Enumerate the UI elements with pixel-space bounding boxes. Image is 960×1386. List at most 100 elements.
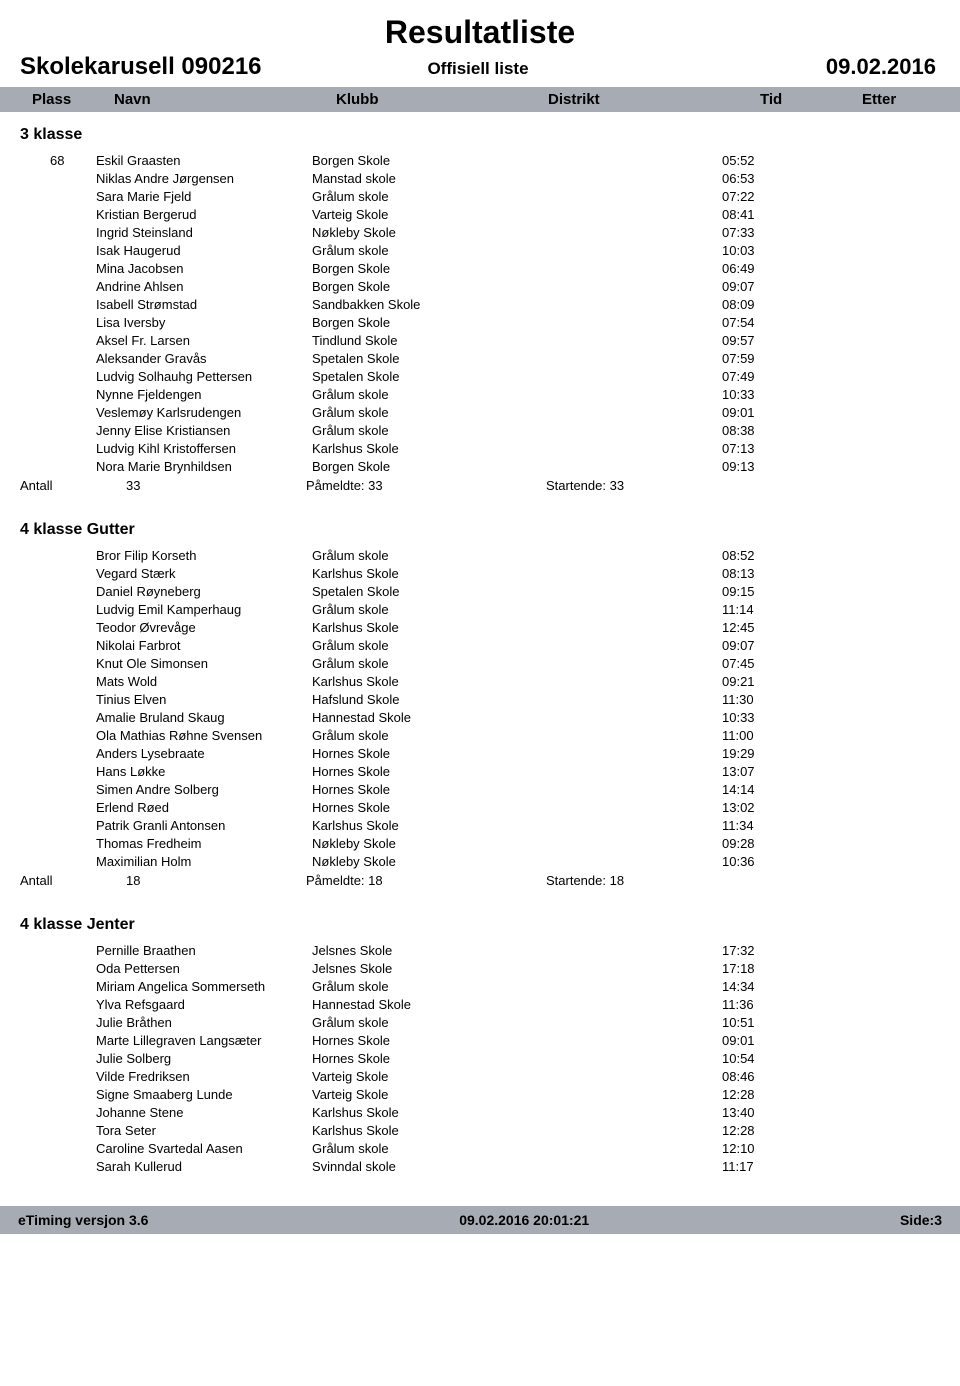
result-row: Simen Andre SolbergHornes Skole14:14 xyxy=(18,781,942,799)
cell-klubb: Hafslund Skole xyxy=(312,691,522,709)
cell-navn: Oda Pettersen xyxy=(96,960,312,978)
cell-distrikt xyxy=(522,942,722,960)
cell-klubb: Sandbakken Skole xyxy=(312,296,522,314)
group-title: 4 klasse Gutter xyxy=(20,521,942,539)
cell-distrikt xyxy=(522,296,722,314)
result-row: Ludvig Solhauhg PettersenSpetalen Skole0… xyxy=(18,368,942,386)
cell-distrikt xyxy=(522,278,722,296)
cell-klubb: Spetalen Skole xyxy=(312,583,522,601)
cell-klubb: Borgen Skole xyxy=(312,152,522,170)
cell-navn: Signe Smaaberg Lunde xyxy=(96,1086,312,1104)
result-row: Aleksander GravåsSpetalen Skole07:59 xyxy=(18,350,942,368)
totals-label: Antall xyxy=(20,478,100,493)
cell-distrikt xyxy=(522,817,722,835)
cell-tid: 12:45 xyxy=(722,619,802,637)
cell-plass xyxy=(50,1050,96,1068)
result-row: Lisa IversbyBorgen Skole07:54 xyxy=(18,314,942,332)
cell-tid: 08:09 xyxy=(722,296,802,314)
cell-distrikt xyxy=(522,673,722,691)
cell-plass xyxy=(50,655,96,673)
cell-distrikt xyxy=(522,655,722,673)
result-row: Ludvig Kihl KristoffersenKarlshus Skole0… xyxy=(18,440,942,458)
cell-tid: 06:53 xyxy=(722,170,802,188)
totals-startende: Startende: 33 xyxy=(546,478,624,493)
cell-plass xyxy=(50,1122,96,1140)
cell-tid: 08:52 xyxy=(722,547,802,565)
cell-distrikt xyxy=(522,1086,722,1104)
groups-container: 3 klasse68Eskil GraastenBorgen Skole05:5… xyxy=(18,126,942,1176)
cell-tid: 14:14 xyxy=(722,781,802,799)
cell-plass xyxy=(50,565,96,583)
cell-distrikt xyxy=(522,996,722,1014)
cell-plass xyxy=(50,745,96,763)
result-row: Sara Marie FjeldGrålum skole07:22 xyxy=(18,188,942,206)
cell-distrikt xyxy=(522,1158,722,1176)
cell-distrikt xyxy=(522,1032,722,1050)
cell-plass xyxy=(50,960,96,978)
result-row: Johanne SteneKarlshus Skole13:40 xyxy=(18,1104,942,1122)
cell-navn: Ludvig Emil Kamperhaug xyxy=(96,601,312,619)
cell-tid: 11:30 xyxy=(722,691,802,709)
cell-navn: Ingrid Steinsland xyxy=(96,224,312,242)
cell-klubb: Nøkleby Skole xyxy=(312,224,522,242)
result-row: Hans LøkkeHornes Skole13:07 xyxy=(18,763,942,781)
col-distrikt: Distrikt xyxy=(542,91,754,108)
cell-navn: Andrine Ahlsen xyxy=(96,278,312,296)
cell-tid: 12:28 xyxy=(722,1122,802,1140)
cell-distrikt xyxy=(522,835,722,853)
cell-tid: 09:01 xyxy=(722,404,802,422)
cell-navn: Vegard Stærk xyxy=(96,565,312,583)
cell-plass xyxy=(50,1014,96,1032)
cell-plass xyxy=(50,440,96,458)
cell-navn: Simen Andre Solberg xyxy=(96,781,312,799)
cell-plass xyxy=(50,458,96,476)
group-title: 3 klasse xyxy=(20,126,942,144)
result-row: Nynne FjeldengenGrålum skole10:33 xyxy=(18,386,942,404)
cell-plass xyxy=(50,601,96,619)
cell-navn: Miriam Angelica Sommerseth xyxy=(96,978,312,996)
event-name: Skolekarusell 090216 xyxy=(18,53,325,81)
cell-distrikt xyxy=(522,188,722,206)
cell-plass xyxy=(50,206,96,224)
cell-navn: Aleksander Gravås xyxy=(96,350,312,368)
cell-plass xyxy=(50,1140,96,1158)
cell-navn: Jenny Elise Kristiansen xyxy=(96,422,312,440)
cell-plass xyxy=(50,404,96,422)
cell-klubb: Grålum skole xyxy=(312,727,522,745)
cell-plass xyxy=(50,188,96,206)
cell-distrikt xyxy=(522,260,722,278)
cell-navn: Sara Marie Fjeld xyxy=(96,188,312,206)
result-row: Teodor ØvrevågeKarlshus Skole12:45 xyxy=(18,619,942,637)
cell-klubb: Varteig Skole xyxy=(312,1086,522,1104)
cell-navn: Ola Mathias Røhne Svensen xyxy=(96,727,312,745)
cell-tid: 06:49 xyxy=(722,260,802,278)
result-row: Tinius ElvenHafslund Skole11:30 xyxy=(18,691,942,709)
cell-klubb: Grålum skole xyxy=(312,386,522,404)
cell-distrikt xyxy=(522,206,722,224)
cell-navn: Daniel Røyneberg xyxy=(96,583,312,601)
result-row: Maximilian HolmNøkleby Skole10:36 xyxy=(18,853,942,871)
cell-tid: 09:01 xyxy=(722,1032,802,1050)
cell-plass xyxy=(50,1086,96,1104)
cell-tid: 07:54 xyxy=(722,314,802,332)
cell-plass xyxy=(50,942,96,960)
result-row: Patrik Granli AntonsenKarlshus Skole11:3… xyxy=(18,817,942,835)
cell-distrikt xyxy=(522,368,722,386)
cell-distrikt xyxy=(522,745,722,763)
cell-navn: Anders Lysebraate xyxy=(96,745,312,763)
cell-navn: Isak Haugerud xyxy=(96,242,312,260)
cell-distrikt xyxy=(522,152,722,170)
cell-navn: Thomas Fredheim xyxy=(96,835,312,853)
cell-distrikt xyxy=(522,458,722,476)
cell-navn: Ylva Refsgaard xyxy=(96,996,312,1014)
cell-plass xyxy=(50,224,96,242)
cell-navn: Tora Seter xyxy=(96,1122,312,1140)
cell-klubb: Nøkleby Skole xyxy=(312,853,522,871)
result-row: Kristian BergerudVarteig Skole08:41 xyxy=(18,206,942,224)
totals-count: 18 xyxy=(100,873,306,888)
cell-klubb: Hannestad Skole xyxy=(312,996,522,1014)
cell-klubb: Karlshus Skole xyxy=(312,673,522,691)
cell-plass xyxy=(50,853,96,871)
result-row: Ludvig Emil KamperhaugGrålum skole11:14 xyxy=(18,601,942,619)
totals-label: Antall xyxy=(20,873,100,888)
